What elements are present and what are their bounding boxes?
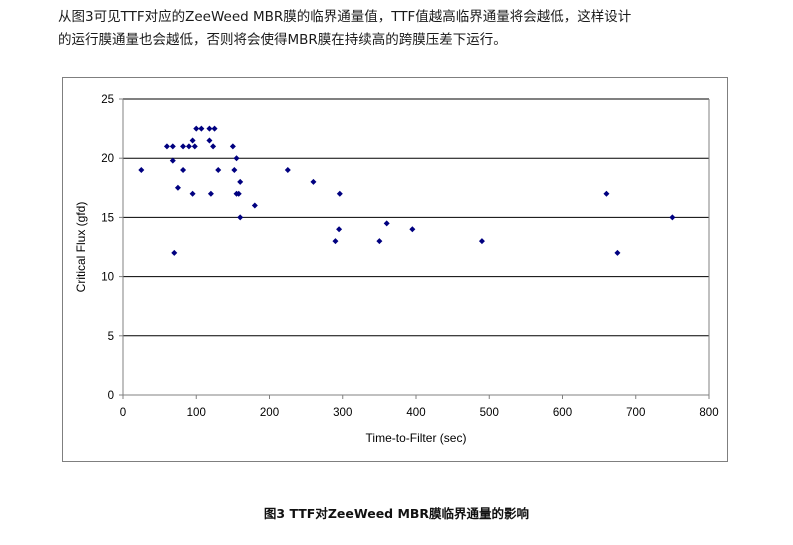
x-tick-label: 200 [260,407,279,419]
data-point [332,238,339,245]
y-tick-label: 0 [108,390,114,402]
data-point [478,238,485,245]
chart-frame: 0 5 10 15 20 25 0 100 200 300 400 500 600 700 800 Time… [62,77,728,462]
scatter-chart: 0 5 10 15 20 25 0 100 200 300 400 500 600 700 800 Time… [74,94,719,445]
x-tick-label: 500 [480,407,499,419]
data-point [237,178,244,185]
data-point [189,137,196,144]
data-point [180,143,187,150]
data-point [207,190,214,197]
data-point [603,190,610,197]
data-point [191,143,198,150]
intro-text: 从图3可见TTF对应的ZeeWeed MBR膜的临界通量值，TTF值越高临界通量… [58,6,748,52]
x-tick-label: 600 [553,407,572,419]
x-tick-label: 400 [406,407,425,419]
data-point [138,167,145,174]
y-tick-label: 25 [101,94,114,106]
axes [119,98,710,399]
data-point [189,190,196,197]
x-tick-label: 300 [333,407,352,419]
figure-caption: 图3 TTF对ZeeWeed MBR膜临界通量的影响 [263,506,530,521]
gridlines [123,98,709,337]
data-point [229,143,236,150]
data-point [383,220,390,227]
x-tick-label: 800 [699,407,718,419]
data-point [210,143,217,150]
data-point [251,202,258,209]
data-point [185,143,192,150]
x-axis-label: Time-to-Filter (sec) [366,431,467,445]
x-tick-label: 0 [120,407,126,419]
data-point [310,178,317,185]
data-point [231,167,238,174]
data-point [409,226,416,233]
x-tick-label: 700 [626,407,645,419]
data-point [198,125,205,132]
data-point [376,238,383,245]
data-point [237,214,244,221]
data-point [193,125,200,132]
data-point [211,125,218,132]
data-point [235,190,242,197]
x-tick-label: 100 [187,407,206,419]
y-tick-label: 20 [101,153,114,165]
data-point [180,167,187,174]
y-tick-label: 15 [101,212,114,224]
data-point [163,143,170,150]
data-point [174,184,181,191]
data-point [614,249,621,256]
data-points [138,125,676,256]
data-point [206,137,213,144]
data-point [669,214,676,221]
data-point [336,190,343,197]
intro-line-1: 从图3可见TTF对应的ZeeWeed MBR膜的临界通量值，TTF值越高临界通量… [58,9,632,25]
y-tick-label: 5 [108,331,114,343]
data-point [169,143,176,150]
data-point [169,157,176,164]
data-point [233,155,240,162]
intro-line-2: 的运行膜通量也会越低，否则将会使得MBR膜在持续高的跨膜压差下运行。 [58,32,507,48]
y-tick-label: 10 [101,272,114,284]
data-point [284,167,291,174]
data-point [171,249,178,256]
data-point [336,226,343,233]
data-point [215,167,222,174]
y-axis-label: Critical Flux (gfd) [74,202,88,293]
tick-labels: 0 5 10 15 20 25 0 100 200 300 400 500 600 700 800 [101,94,718,419]
data-point [206,125,213,132]
